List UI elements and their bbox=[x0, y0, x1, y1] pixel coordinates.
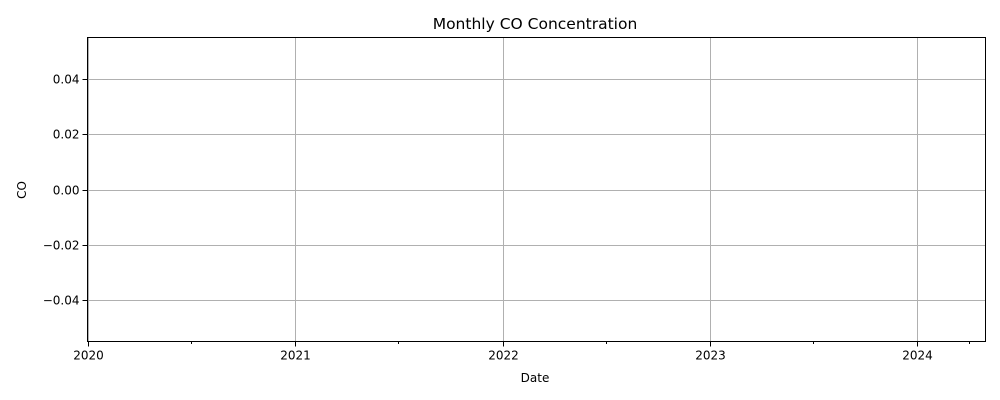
x-tick-label: 2020 bbox=[73, 349, 104, 363]
x-axis-label: Date bbox=[521, 371, 550, 385]
y-axis-label: CO bbox=[15, 181, 29, 199]
y-tick-label: 0.04 bbox=[53, 73, 80, 87]
x-tick-label: 2023 bbox=[695, 349, 726, 363]
y-tick-label: −0.02 bbox=[43, 239, 80, 253]
x-tick-label: 2022 bbox=[488, 349, 519, 363]
y-tick-label: 0.02 bbox=[53, 128, 80, 142]
x-axis: 2020 2021 2022 2023 2024 bbox=[73, 341, 970, 363]
grid bbox=[87, 37, 986, 342]
x-tick-label: 2021 bbox=[280, 349, 311, 363]
y-axis: 0.04 0.02 0.00 −0.02 −0.04 bbox=[43, 73, 88, 308]
chart-title: Monthly CO Concentration bbox=[433, 15, 638, 33]
y-tick-label: −0.04 bbox=[43, 294, 80, 308]
x-tick-label: 2024 bbox=[902, 349, 933, 363]
plot-frame bbox=[87, 37, 986, 342]
y-tick-label: 0.00 bbox=[53, 184, 80, 198]
